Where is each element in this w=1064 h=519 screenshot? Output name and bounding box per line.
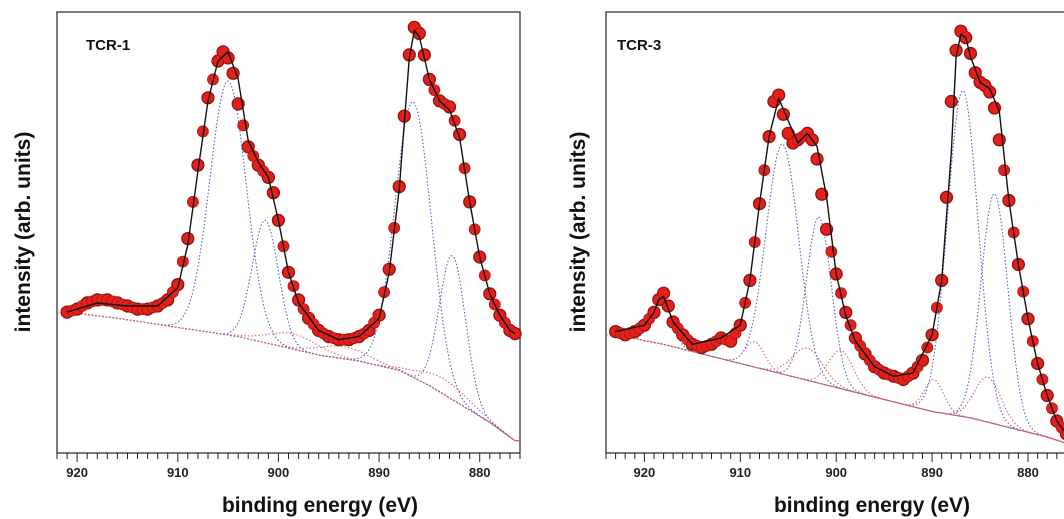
fit-component-line (606, 334, 1064, 444)
fit-envelope (615, 33, 1064, 432)
data-point (1060, 428, 1064, 440)
fit-component-line (57, 311, 520, 442)
chart-panel-tcr-3: 920 910 900 890 880 TCR-3 binding energy (eV… (567, 11, 1064, 517)
data-point (292, 293, 305, 306)
x-axis-ticks: 920 910 900 890 880 (605, 453, 1058, 480)
x-tick-label: 920 (634, 465, 656, 480)
data-point (237, 119, 250, 132)
fit-envelope (66, 29, 516, 341)
fit-component-line (606, 295, 1064, 444)
fit-component-line (606, 334, 1064, 444)
x-axis-label: binding energy (eV) (222, 494, 418, 517)
x-tick-label: 890 (368, 465, 390, 480)
data-point (945, 95, 958, 108)
x-tick-label: 910 (729, 465, 751, 480)
data-point (227, 67, 239, 80)
data-point (964, 47, 977, 60)
fit-envelope-line (66, 29, 516, 341)
data-point (232, 98, 245, 110)
fit-component-line (606, 334, 1064, 444)
data-point (657, 287, 670, 300)
x-tick-label: 900 (825, 465, 847, 480)
x-tick-label: 900 (268, 465, 290, 480)
data-point (811, 153, 823, 165)
fit-component-line (606, 216, 1064, 444)
fit-components (606, 89, 1064, 444)
fit-envelope-line (615, 33, 1064, 432)
x-axis-label: binding energy (eV) (774, 494, 970, 517)
chart-panel-tcr-1: 920 910 900 890 880 TCR-1 binding energy (eV… (12, 11, 522, 517)
panel-title: TCR-3 (617, 37, 661, 54)
x-tick-label: 890 (921, 465, 943, 480)
panel-title: TCR-1 (86, 37, 130, 54)
fit-components (57, 80, 520, 442)
data-point (820, 223, 833, 236)
fit-component-line (606, 334, 1064, 444)
data-point (839, 306, 852, 319)
fit-component-line (606, 193, 1064, 444)
y-axis-label: intensity (arb. units) (567, 132, 590, 333)
x-tick-label: 920 (66, 465, 88, 480)
data-point (940, 191, 953, 204)
data-point (443, 101, 456, 113)
plot-frame (56, 11, 521, 454)
data-point (825, 245, 838, 258)
x-axis-ticks: 920 910 900 890 880 (56, 453, 521, 480)
x-tick-label: 880 (1017, 465, 1039, 480)
y-axis-label: intensity (arb. units) (12, 132, 35, 333)
x-tick-label: 910 (167, 465, 189, 480)
x-tick-label: 880 (469, 465, 491, 480)
data-point (815, 188, 828, 201)
data-point (998, 164, 1010, 177)
